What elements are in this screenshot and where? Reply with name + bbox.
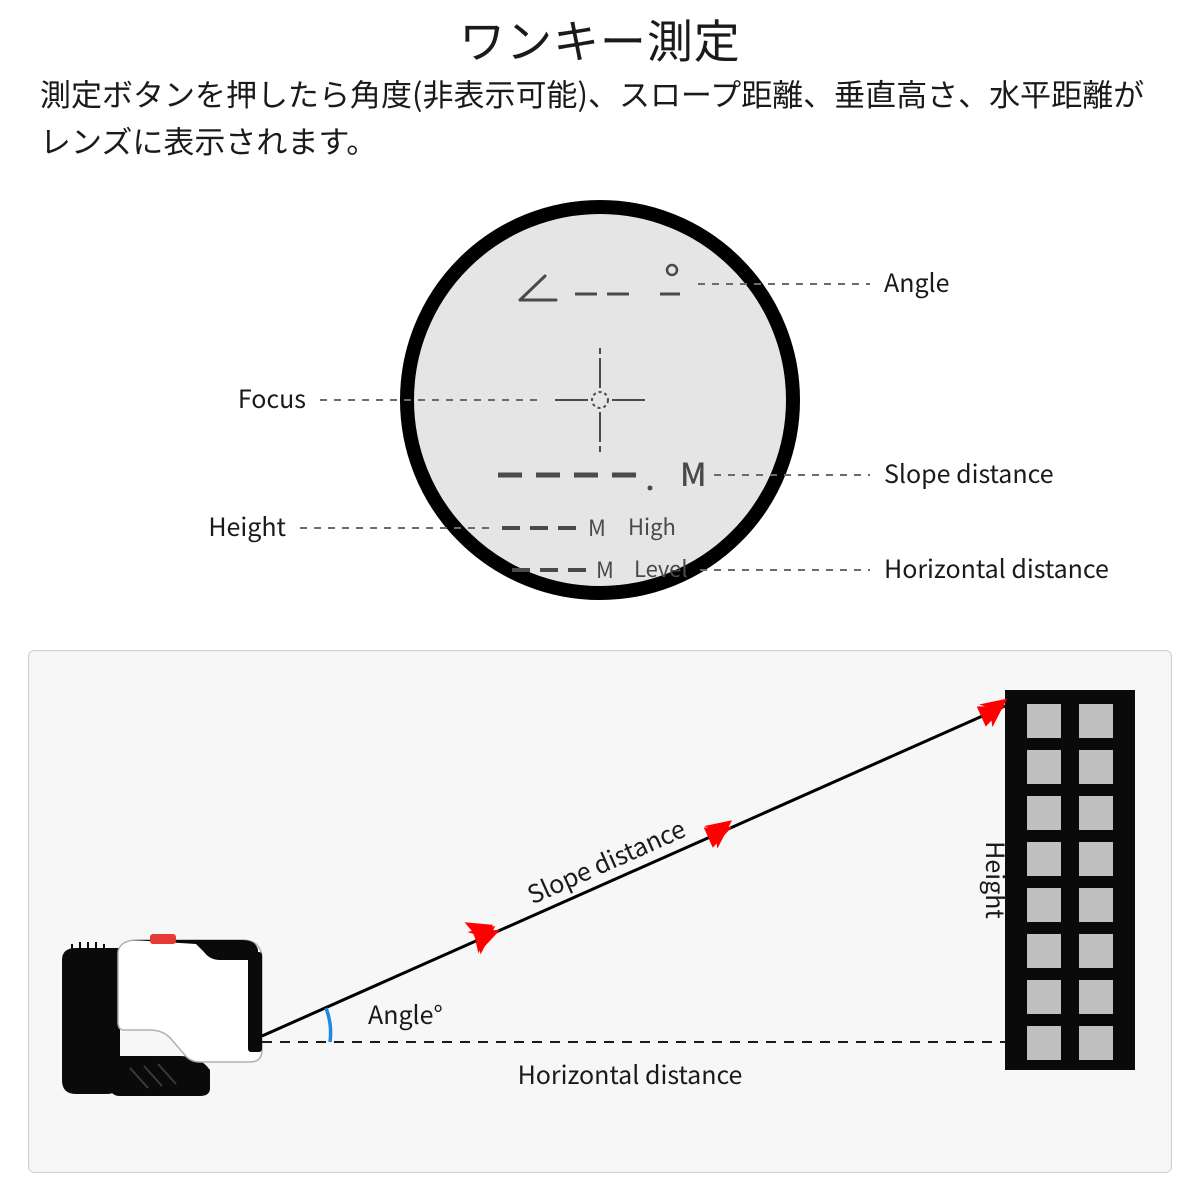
diagram-horizontal-label: Horizontal distance [518,1056,743,1092]
diagram-svg: Slope distance Angle° Horizontal distanc… [0,0,1200,1200]
building [1005,690,1135,1070]
angle-arc-2 [352,996,360,1042]
diagram-slope-label: Slope distance [521,810,691,912]
diagram-angle-label: Angle° [368,996,443,1032]
diagram-height-label: Height [978,841,1014,919]
angle-arc [326,1008,331,1042]
rangefinder-device [62,934,262,1096]
slope-line [262,706,1005,1036]
